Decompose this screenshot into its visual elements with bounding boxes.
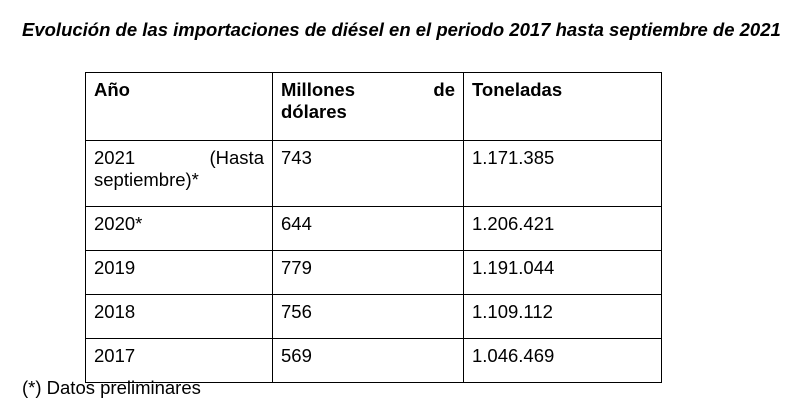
- cell-million-usd: 569: [272, 338, 464, 383]
- cell-year: 2020*: [85, 206, 273, 251]
- cell-year: 2019: [85, 250, 273, 295]
- cell-tons: 1.171.385: [463, 140, 662, 207]
- cell-year: 2017: [85, 338, 273, 383]
- cell-year: 2021 (Hasta septiembre)*: [85, 140, 273, 207]
- header-million-usd-word2: de: [433, 79, 455, 100]
- header-million-usd: Millones de dólares: [272, 72, 464, 141]
- cell-tons: 1.046.469: [463, 338, 662, 383]
- cell-tons: 1.109.112: [463, 294, 662, 339]
- cell-million-usd: 644: [272, 206, 464, 251]
- cell-million-usd: 779: [272, 250, 464, 295]
- table-row-2019: 2019 779 1.191.044: [85, 250, 662, 295]
- imports-table: Año Millones de dólares Toneladas 2021 (…: [85, 72, 662, 383]
- table-row-2017: 2017 569 1.046.469: [85, 338, 662, 383]
- cell-year-word1: 2021: [94, 147, 136, 168]
- header-year-label: Año: [94, 79, 130, 100]
- table-row-2021: 2021 (Hasta septiembre)* 743 1.171.385: [85, 140, 662, 207]
- header-tons-label: Toneladas: [472, 79, 563, 100]
- footnote: (*) Datos preliminares: [22, 377, 201, 398]
- cell-tons: 1.191.044: [463, 250, 662, 295]
- header-year: Año: [85, 72, 273, 141]
- cell-tons: 1.206.421: [463, 206, 662, 251]
- header-million-usd-line2: dólares: [281, 101, 347, 122]
- cell-year-word2: (Hasta: [209, 147, 265, 168]
- cell-million-usd: 756: [272, 294, 464, 339]
- header-tons: Toneladas: [463, 72, 662, 141]
- table-row-2020: 2020* 644 1.206.421: [85, 206, 662, 251]
- table-row-2018: 2018 756 1.109.112: [85, 294, 662, 339]
- document-title: Evolución de las importaciones de diésel…: [22, 19, 781, 40]
- cell-year: 2018: [85, 294, 273, 339]
- table-header-row: Año Millones de dólares Toneladas: [85, 72, 662, 141]
- cell-year-line2: septiembre)*: [94, 169, 199, 190]
- header-million-usd-word1: Millones: [281, 79, 356, 100]
- cell-million-usd: 743: [272, 140, 464, 207]
- cell-year-line1: 2021 (Hasta: [94, 147, 264, 169]
- header-million-usd-line1: Millones de: [281, 79, 455, 101]
